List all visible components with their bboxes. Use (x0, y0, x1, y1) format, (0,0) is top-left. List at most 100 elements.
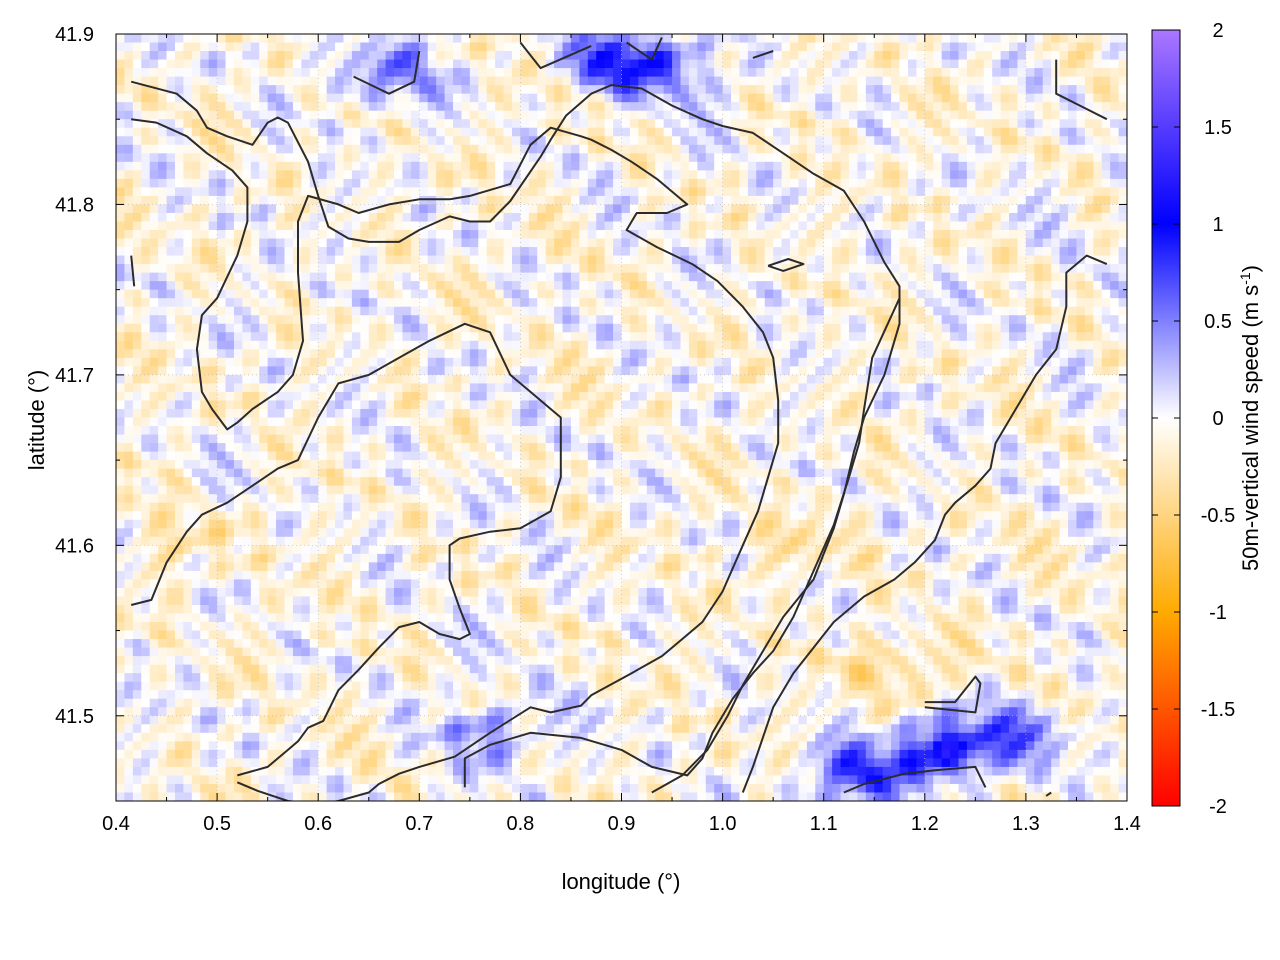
heatmap-cell (116, 110, 126, 120)
heatmap-cell (655, 161, 665, 171)
heatmap-cell (815, 221, 825, 231)
heatmap-cell (377, 264, 387, 274)
heatmap-cell (1093, 161, 1103, 171)
heatmap-cell (132, 238, 142, 248)
heatmap-cell (318, 51, 328, 61)
heatmap-cell (503, 272, 513, 282)
heatmap-cell (739, 340, 749, 350)
heatmap-cell (486, 68, 496, 78)
heatmap-cell (731, 272, 741, 282)
heatmap-cell (899, 323, 909, 333)
heatmap-cell (646, 42, 656, 52)
heatmap-cell (520, 212, 530, 223)
heatmap-cell (469, 306, 479, 316)
heatmap-cell (848, 332, 859, 342)
heatmap-cell (832, 93, 842, 103)
heatmap-cell (840, 349, 850, 359)
heatmap-cell (242, 289, 252, 299)
heatmap-cell (629, 144, 639, 154)
heatmap-cell (511, 136, 522, 146)
heatmap-cell (899, 161, 909, 171)
heatmap-cell (815, 374, 825, 385)
heatmap-cell (200, 315, 210, 325)
heatmap-cell (1110, 187, 1120, 197)
heatmap-cell (966, 306, 976, 316)
heatmap-cell (1059, 289, 1069, 299)
heatmap-cell (1093, 178, 1103, 188)
heatmap-cell (520, 93, 530, 103)
heatmap-cell (916, 204, 926, 214)
heatmap-cell (874, 110, 884, 120)
heatmap-cell (511, 357, 522, 367)
heatmap-cell (975, 102, 985, 112)
heatmap-cell (545, 34, 555, 44)
heatmap-cell (124, 119, 134, 129)
heatmap-cell (419, 374, 429, 385)
heatmap-cell (1093, 332, 1103, 342)
heatmap-cell (217, 289, 227, 299)
heatmap-cell (368, 357, 378, 367)
heatmap-cell (629, 383, 639, 393)
heatmap-cell (672, 366, 682, 376)
heatmap-cell (579, 272, 589, 282)
heatmap-cell (461, 119, 471, 129)
heatmap-cell (495, 315, 505, 325)
heatmap-cell (436, 42, 446, 52)
heatmap-cell (124, 230, 134, 240)
heatmap-cell (596, 161, 606, 171)
heatmap-cell (402, 366, 412, 376)
heatmap-cell (882, 366, 892, 376)
heatmap-cell (394, 59, 404, 69)
heatmap-cell (309, 374, 319, 385)
heatmap-cell (680, 85, 690, 95)
heatmap-cell (200, 272, 210, 282)
heatmap-cell (217, 51, 227, 61)
heatmap-cell (537, 187, 547, 197)
heatmap-cell (992, 178, 1002, 188)
heatmap-cell (604, 306, 614, 316)
heatmap-cell (284, 187, 294, 197)
heatmap-cell (781, 221, 791, 231)
heatmap-cell (520, 221, 530, 231)
heatmap-cell (427, 340, 437, 350)
heatmap-cell (1009, 195, 1019, 206)
heatmap-cell (1051, 230, 1061, 240)
heatmap-cell (1042, 144, 1052, 154)
heatmap-cell (975, 195, 985, 206)
heatmap-cell (790, 306, 800, 316)
heatmap-cell (941, 170, 951, 180)
heatmap-cell (1101, 289, 1111, 299)
heatmap-cell (124, 144, 134, 154)
heatmap-cell (596, 340, 606, 350)
heatmap-cell (756, 374, 766, 385)
heatmap-cell (562, 119, 572, 129)
heatmap-cell (840, 264, 850, 274)
heatmap-cell (377, 127, 387, 137)
heatmap-cell (714, 127, 724, 137)
heatmap-cell (486, 34, 496, 44)
heatmap-cell (419, 195, 429, 206)
heatmap-cell (419, 153, 429, 163)
heatmap-cell (309, 93, 319, 103)
heatmap-cell (874, 195, 884, 206)
heatmap-cell (528, 170, 538, 180)
heatmap-cell (806, 59, 816, 69)
heatmap-cell (394, 340, 404, 350)
heatmap-cell (503, 204, 513, 214)
heatmap-cell (537, 383, 547, 393)
heatmap-cell (233, 349, 243, 359)
heatmap-cell (739, 383, 749, 393)
heatmap-cell (823, 366, 833, 376)
heatmap-cell (1084, 204, 1094, 214)
heatmap-cell (916, 178, 926, 188)
heatmap-cell (368, 187, 378, 197)
heatmap-cell (672, 340, 682, 350)
heatmap-cell (1093, 340, 1103, 350)
heatmap-cell (1059, 119, 1069, 129)
heatmap-cell (958, 247, 968, 257)
heatmap-cell (520, 366, 530, 376)
heatmap-cell (486, 383, 496, 393)
heatmap-cell (570, 127, 580, 137)
heatmap-cell (907, 161, 917, 171)
heatmap-cell (773, 238, 783, 248)
